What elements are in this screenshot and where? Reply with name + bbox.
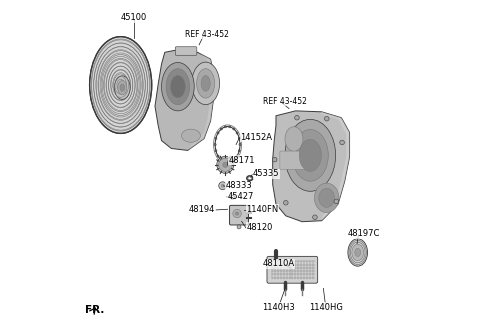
Polygon shape xyxy=(155,50,214,150)
Polygon shape xyxy=(188,52,214,150)
Circle shape xyxy=(221,184,224,187)
Circle shape xyxy=(237,225,241,229)
FancyBboxPatch shape xyxy=(280,151,306,169)
Ellipse shape xyxy=(285,127,303,151)
Circle shape xyxy=(235,212,239,215)
Ellipse shape xyxy=(352,244,364,261)
Ellipse shape xyxy=(197,69,215,98)
Ellipse shape xyxy=(201,76,210,91)
Ellipse shape xyxy=(170,76,185,98)
Ellipse shape xyxy=(118,80,127,95)
Text: 45335: 45335 xyxy=(253,169,279,179)
Ellipse shape xyxy=(319,188,335,207)
Circle shape xyxy=(223,162,228,167)
Ellipse shape xyxy=(299,139,322,171)
Circle shape xyxy=(219,158,232,171)
Text: 14152A: 14152A xyxy=(240,133,272,142)
Text: 1140FN: 1140FN xyxy=(247,205,279,214)
Circle shape xyxy=(340,140,344,145)
Circle shape xyxy=(312,215,317,219)
Ellipse shape xyxy=(192,62,219,105)
Polygon shape xyxy=(320,112,349,221)
Ellipse shape xyxy=(355,248,360,257)
Ellipse shape xyxy=(120,84,125,91)
Circle shape xyxy=(219,182,227,190)
Circle shape xyxy=(324,116,329,121)
Text: 1140HG: 1140HG xyxy=(309,303,343,312)
Text: 1140H3: 1140H3 xyxy=(262,303,295,312)
Text: 48110A: 48110A xyxy=(263,259,295,268)
Polygon shape xyxy=(273,111,349,222)
Ellipse shape xyxy=(166,69,190,105)
FancyBboxPatch shape xyxy=(175,47,197,55)
Ellipse shape xyxy=(90,37,152,133)
Text: 45100: 45100 xyxy=(120,13,147,23)
Circle shape xyxy=(273,157,277,162)
Text: 48120: 48120 xyxy=(247,223,273,232)
FancyBboxPatch shape xyxy=(229,205,249,225)
Ellipse shape xyxy=(114,76,130,99)
Circle shape xyxy=(217,156,234,173)
Text: 45427: 45427 xyxy=(228,192,254,201)
Circle shape xyxy=(334,199,338,204)
Ellipse shape xyxy=(348,239,368,266)
Circle shape xyxy=(284,200,288,205)
Circle shape xyxy=(295,115,299,120)
Ellipse shape xyxy=(285,119,336,191)
FancyBboxPatch shape xyxy=(267,256,318,283)
Text: 48197C: 48197C xyxy=(348,229,381,238)
Text: FR.: FR. xyxy=(84,304,104,315)
Text: REF 43-452: REF 43-452 xyxy=(263,97,307,106)
Ellipse shape xyxy=(181,129,201,142)
Text: 48333: 48333 xyxy=(225,181,252,190)
Ellipse shape xyxy=(314,183,339,213)
Ellipse shape xyxy=(292,129,328,181)
Circle shape xyxy=(233,209,241,218)
Ellipse shape xyxy=(161,62,194,111)
Text: REF 43-452: REF 43-452 xyxy=(185,30,229,39)
Text: 48171: 48171 xyxy=(228,156,255,165)
Text: 48194: 48194 xyxy=(189,205,216,214)
